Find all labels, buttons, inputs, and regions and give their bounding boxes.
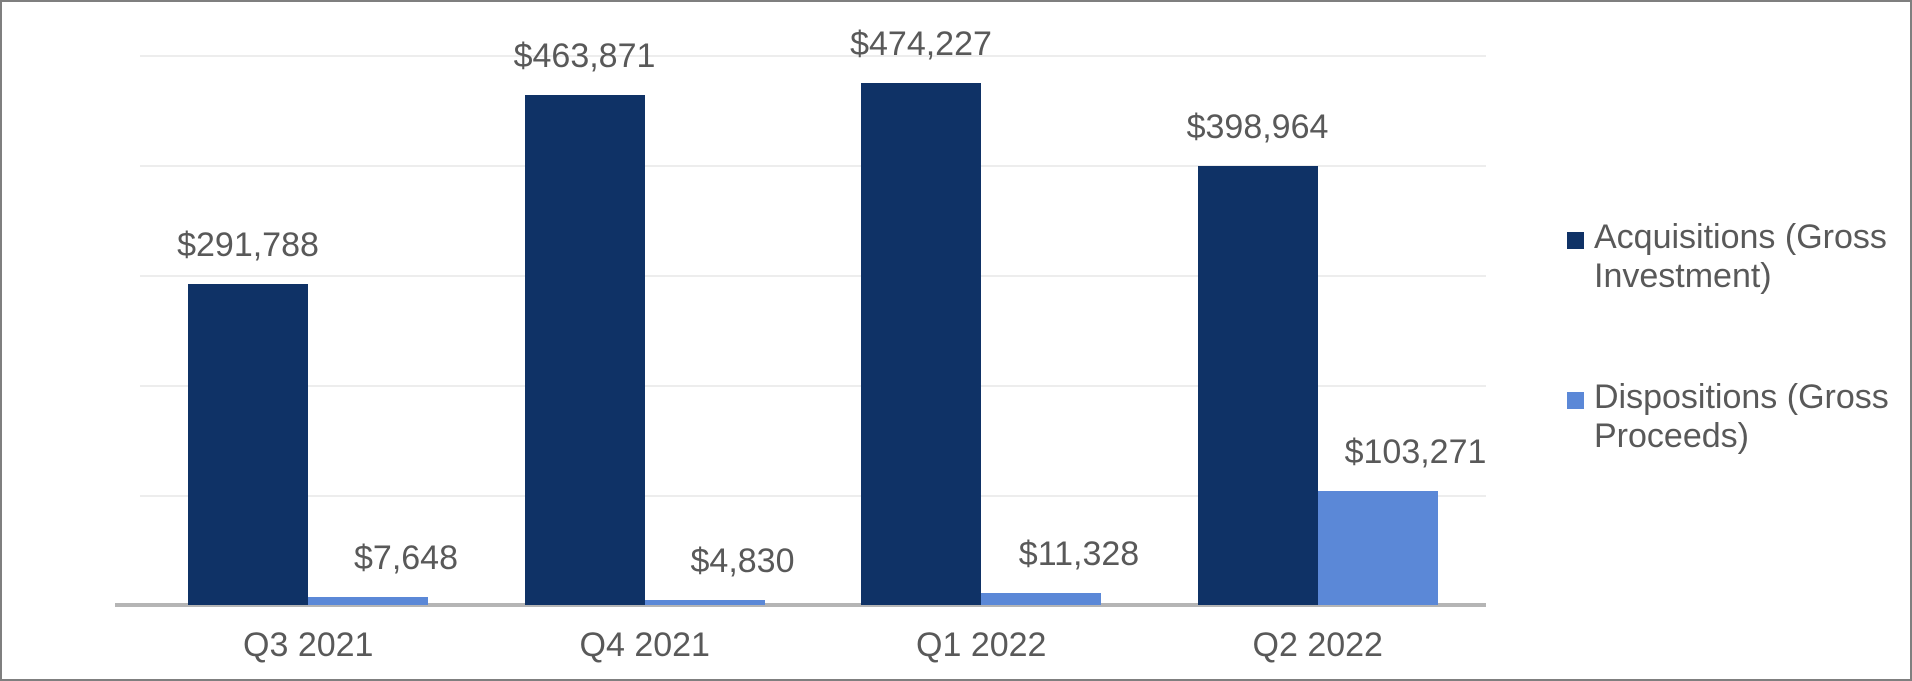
gridline-100000 (140, 495, 1486, 497)
gridline-300000 (140, 275, 1486, 277)
dispositions-bar-q4-2021 (644, 599, 765, 605)
acquisitions-swatch-icon (1567, 232, 1584, 249)
legend-item-dispositions: Dispositions (Gross Proceeds) (1567, 378, 1897, 456)
acquisitions-bar-q3-2021 (188, 284, 308, 605)
x-axis-line (115, 603, 1486, 607)
category-label-q4-2021: Q4 2021 (579, 626, 710, 664)
category-label-q3-2021: Q3 2021 (243, 626, 374, 664)
dispositions-swatch-icon (1567, 392, 1584, 409)
legend-item-acquisitions: Acquisitions (Gross Investment) (1567, 218, 1897, 296)
chart-legend: Acquisitions (Gross Investment) Disposit… (1567, 218, 1897, 456)
category-label-q2-2022: Q2 2022 (1252, 626, 1383, 664)
gridline-200000 (140, 385, 1486, 387)
gridline-400000 (140, 165, 1486, 167)
category-label-q1-2022: Q1 2022 (916, 626, 1047, 664)
acquisitions-bar-q4-2021 (524, 94, 645, 605)
acquisitions-bar-q1-2022 (861, 83, 981, 605)
dispositions-value-label-q3-2021: $7,648 (354, 539, 458, 577)
dispositions-bar-q1-2022 (981, 592, 1101, 605)
dispositions-value-label-q4-2021: $4,830 (690, 542, 795, 580)
acquisitions-value-label-q1-2022: $474,227 (850, 25, 992, 63)
dispositions-bar-q3-2021 (308, 596, 428, 605)
acquisitions-value-label-q4-2021: $463,871 (513, 37, 656, 75)
dispositions-value-label-q2-2022: $103,271 (1344, 433, 1487, 471)
dispositions-bar-q2-2022 (1317, 491, 1438, 605)
acquisitions-bar-q2-2022 (1197, 166, 1318, 605)
legend-label-dispositions: Dispositions (Gross Proceeds) (1594, 378, 1889, 455)
legend-label-acquisitions: Acquisitions (Gross Investment) (1594, 218, 1887, 295)
acquisitions-value-label-q2-2022: $398,964 (1186, 108, 1329, 146)
acquisitions-value-label-q3-2021: $291,788 (177, 226, 319, 264)
dispositions-value-label-q1-2022: $11,328 (1018, 535, 1140, 573)
gridline-500000 (140, 55, 1486, 57)
